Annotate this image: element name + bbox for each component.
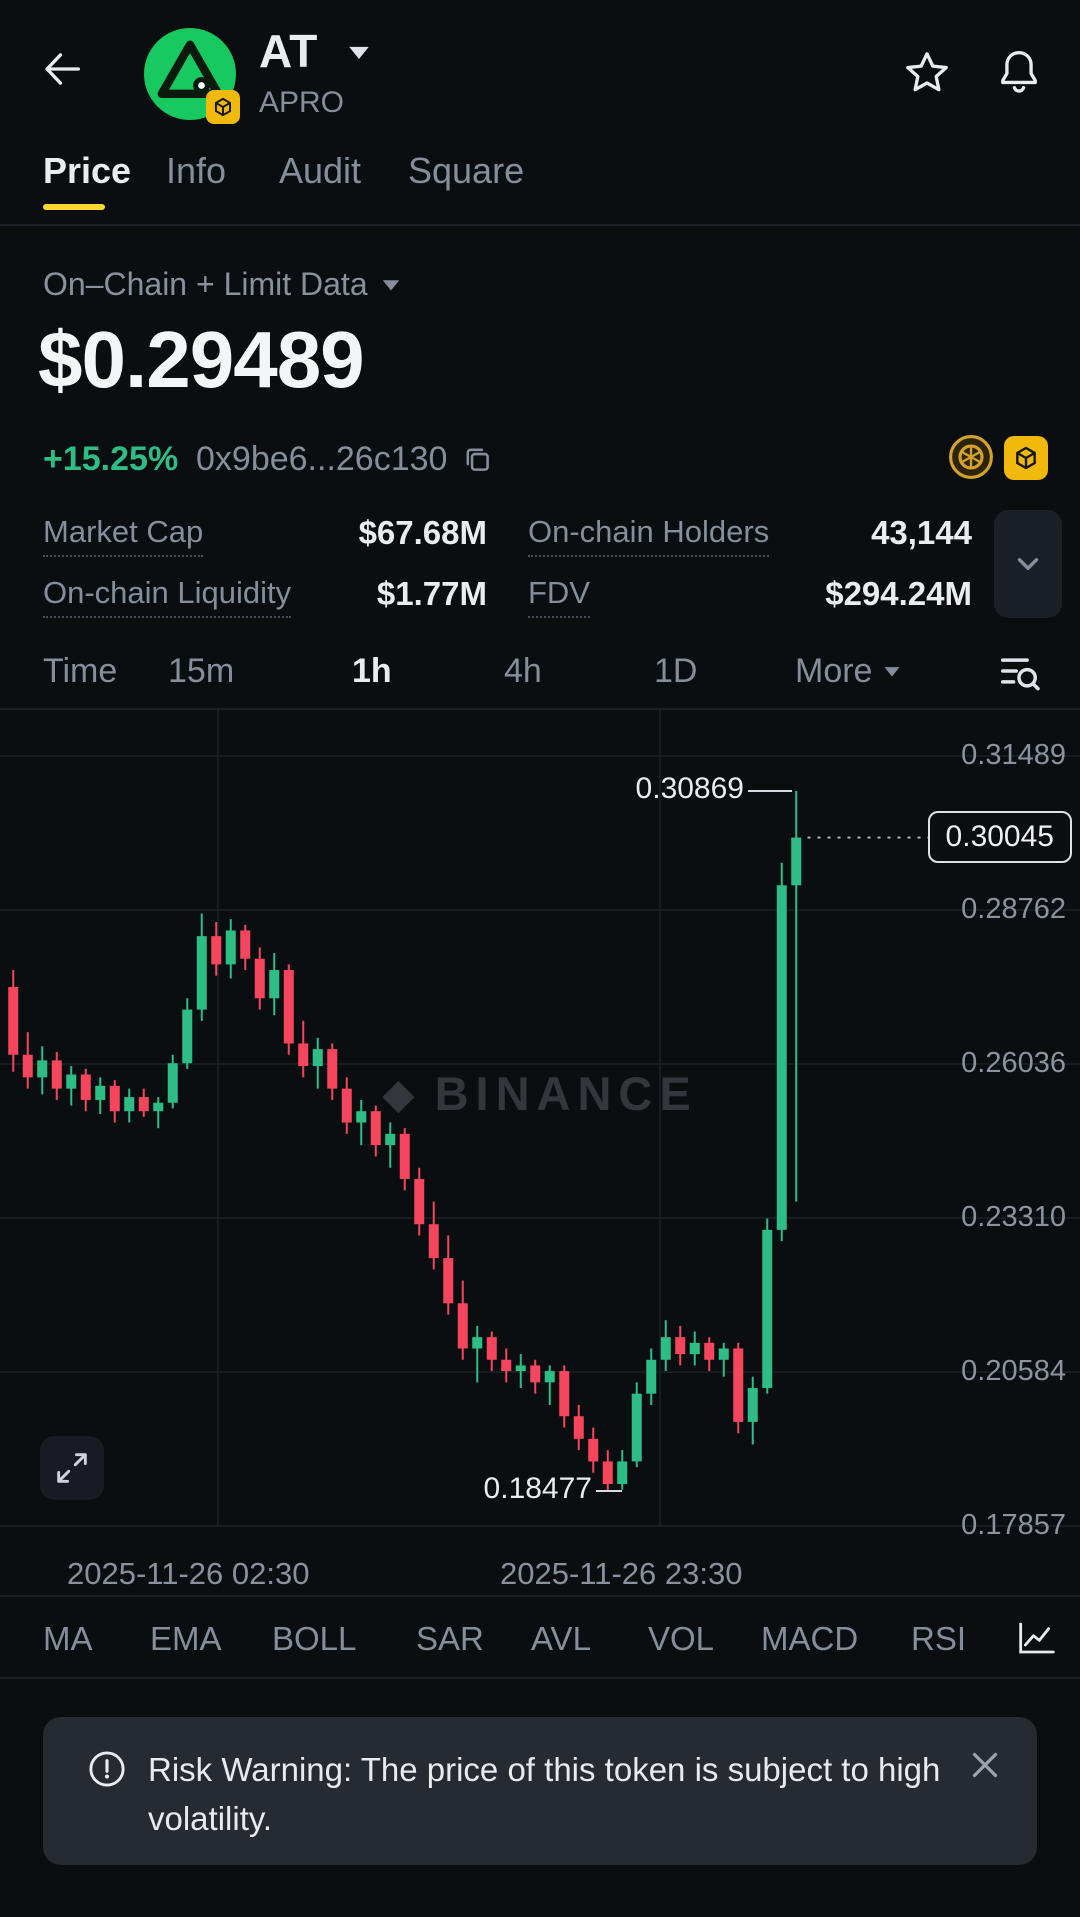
line-chart-icon [1019,1622,1055,1654]
stat-label-fdv[interactable]: FDV [528,575,590,618]
tab-audit[interactable]: Audit [279,150,362,191]
binance-watermark-text: BINANCE [434,1067,698,1120]
warning-icon [87,1749,127,1794]
indicator-avl[interactable]: AVL [531,1620,591,1657]
y-axis-label: 0.23310 [961,1201,1066,1233]
stat-value-liquidity: $1.77M [376,575,487,612]
indicator-vol[interactable]: VOL [648,1620,715,1657]
chart-settings-button[interactable] [996,648,1042,697]
timeframe-time[interactable]: Time [43,652,118,690]
contract-address[interactable]: 0x9be6...26c130 [196,440,448,478]
binance-watermark: ◆ BINANCE [382,1066,697,1121]
star-icon [906,52,948,92]
bell-icon [1001,51,1037,93]
stat-value-holders: 43,144 [871,514,972,551]
stats-panel: Market Cap $67.68M On-chain Holders 43,1… [0,510,1080,632]
stats-expand-button[interactable] [994,510,1062,618]
indicator-ma[interactable]: MA [43,1620,93,1657]
timeframe-1d[interactable]: 1D [654,652,698,690]
divider [0,708,1080,710]
y-axis-label: 0.20584 [961,1355,1066,1387]
bnb-chain-icon[interactable] [1004,436,1048,480]
y-axis-label: 0.17857 [961,1509,1066,1541]
indicator-bar: MA EMA BOLL SAR AVL VOL MACD RSI [0,1595,1080,1679]
gold-label-icon[interactable] [948,434,994,485]
x-axis-label-start: 2025-11-26 02:30 [67,1556,310,1591]
timeframe-more-label: More [795,652,873,690]
chain-badge-icon [206,90,240,124]
data-source-selector[interactable]: On–Chain + Limit Data [43,266,402,303]
stat-value-fdv: $294.24M [825,575,972,612]
stat-label-liquidity[interactable]: On-chain Liquidity [43,575,292,618]
timeframe-more[interactable]: More [795,652,902,691]
data-source-label: On–Chain + Limit Data [43,266,368,302]
active-tab-underline [43,204,105,210]
indicator-chart-button[interactable] [1016,1617,1058,1662]
indicator-macd[interactable]: MACD [761,1620,859,1657]
expand-icon [57,1453,87,1483]
chart-area: ◆ BINANCE 0.31489 0.28762 0.26036 0.23310 0.… [0,710,1080,1560]
stat-label-market-cap[interactable]: Market Cap [43,514,204,557]
token-price: $0.29489 [38,315,365,404]
divider [0,224,1080,226]
risk-warning-card: Risk Warning: The price of this token is… [43,1717,1037,1865]
back-button[interactable] [40,46,86,95]
candlestick-chart[interactable] [0,710,1080,1560]
alerts-button[interactable] [994,46,1044,99]
tab-square[interactable]: Square [408,150,525,191]
indicator-ema[interactable]: EMA [150,1620,222,1657]
x-axis-label-mid: 2025-11-26 23:30 [500,1556,743,1591]
chevron-down-icon [382,279,399,290]
close-icon [972,1752,998,1778]
chevron-down-icon[interactable] [346,44,372,66]
token-name: APRO [259,86,345,119]
fullscreen-chart-button[interactable] [40,1436,104,1500]
indicator-boll[interactable]: BOLL [272,1620,357,1657]
binance-diamond-icon: ◆ [382,1070,415,1117]
copy-address-button[interactable] [460,442,494,479]
timeframe-4h[interactable]: 4h [504,652,542,690]
favorite-button[interactable] [902,48,952,101]
token-symbol[interactable]: AT [259,25,318,77]
price-change: +15.25% [43,440,179,478]
indicator-sar[interactable]: SAR [416,1620,484,1657]
copy-icon [466,448,489,471]
stat-value-market-cap: $67.68M [358,514,487,551]
timeframe-1h[interactable]: 1h [352,652,392,690]
tab-price[interactable]: Price [43,150,132,191]
close-risk-warning-button[interactable] [967,1747,1003,1786]
y-axis-label: 0.31489 [961,739,1066,771]
y-axis-label: 0.26036 [961,1047,1066,1079]
indicator-rsi[interactable]: RSI [911,1620,967,1657]
chevron-down-icon [884,667,900,677]
chevron-down-icon [1017,558,1039,570]
stat-label-holders[interactable]: On-chain Holders [528,514,770,557]
tab-info[interactable]: Info [166,150,227,191]
token-logo [144,28,240,124]
last-price-tag: 0.30045 [927,810,1072,863]
last-price-value: 0.30045 [945,819,1054,853]
risk-warning-text: Risk Warning: The price of this token is… [148,1751,941,1837]
y-axis-label: 0.28762 [961,893,1066,925]
timeframe-15m[interactable]: 15m [168,652,235,690]
chart-low-label: 0.18477 [483,1471,592,1505]
chart-high-label: 0.30869 [635,772,744,806]
indicator-settings-icon [1001,658,1040,691]
